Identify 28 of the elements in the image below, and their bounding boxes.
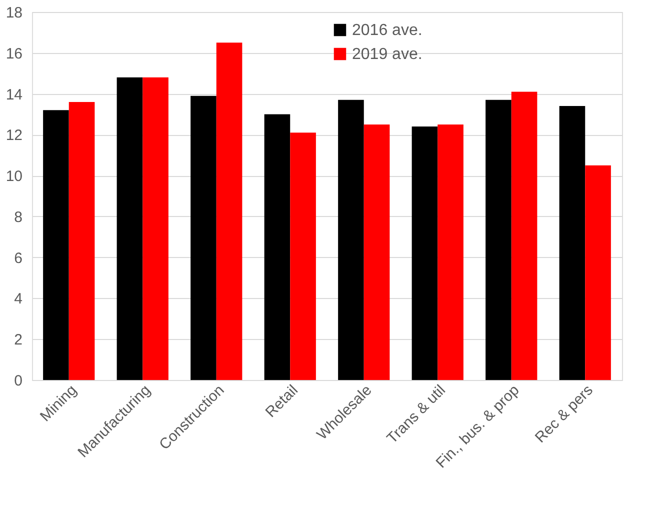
bar (116, 77, 143, 380)
y-tick-label: 0 (14, 372, 22, 390)
bar (142, 77, 168, 380)
bar (290, 132, 316, 380)
y-tick-label: 6 (14, 250, 22, 267)
legend-label: 2019 ave. (352, 46, 422, 63)
bar (585, 165, 611, 380)
y-tick-label: 14 (6, 86, 22, 104)
bar (264, 114, 290, 380)
y-tick-label: 18 (6, 4, 22, 22)
bar (486, 100, 512, 380)
bar (43, 110, 69, 380)
bar (364, 124, 390, 380)
bar (216, 42, 242, 380)
y-tick-label: 12 (6, 127, 22, 144)
y-tick-label: 10 (6, 168, 22, 186)
bar (559, 106, 586, 380)
y-tick-label: 4 (14, 290, 22, 308)
bar (338, 100, 364, 380)
legend-label: 2016 ave. (352, 22, 422, 39)
bar (438, 124, 464, 380)
y-tick-label: 16 (6, 45, 22, 62)
bar (190, 96, 216, 380)
bar (68, 102, 95, 380)
bar (412, 126, 438, 380)
y-tick-label: 2 (14, 332, 22, 349)
bar (511, 92, 538, 380)
y-tick-label: 8 (14, 208, 22, 226)
